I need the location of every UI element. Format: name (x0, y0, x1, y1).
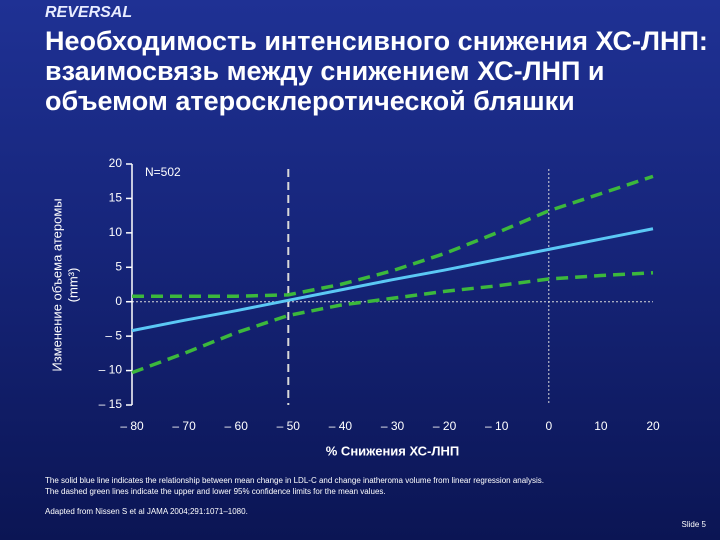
x-axis-label: % Снижения ХС-ЛНП (326, 443, 459, 458)
x-tick-label: – 20 (433, 419, 457, 433)
brand: REVERSAL (45, 4, 133, 21)
y-tick-label: 20 (109, 156, 123, 170)
y-tick-label: – 5 (105, 328, 122, 342)
y-tick-label: – 10 (99, 363, 123, 377)
x-tick-label: – 50 (277, 419, 301, 433)
note: The dashed green lines indicate the uppe… (45, 487, 386, 496)
x-tick-label: 10 (594, 419, 608, 433)
notes: The solid blue line indicates the relati… (45, 475, 685, 497)
y-axis-label: Изменение объема атеромы (49, 198, 64, 371)
x-tick-label: – 30 (381, 419, 405, 433)
x-tick-label: – 80 (120, 419, 144, 433)
note: The solid blue line indicates the relati… (45, 476, 544, 485)
y-tick-label: 15 (109, 191, 123, 205)
slide-title: Необходимость интенсивного снижения ХС-Л… (45, 26, 708, 116)
x-tick-label: 0 (545, 419, 552, 433)
annotation: N=502 (145, 165, 181, 179)
x-tick-label: – 60 (225, 419, 249, 433)
y-tick-label: 5 (115, 259, 122, 273)
series-line (131, 271, 654, 375)
slide-number: Slide 5 (681, 520, 706, 529)
x-tick-label: – 70 (172, 419, 196, 433)
series-line (131, 227, 654, 333)
source: Adapted from Nissen S et al JAMA 2004;29… (45, 507, 248, 516)
y-axis-label: (mm³) (65, 268, 80, 303)
y-tick-label: 10 (109, 225, 123, 239)
y-tick-label: – 15 (99, 397, 123, 411)
x-tick-label: – 40 (329, 419, 353, 433)
x-tick-label: – 10 (485, 419, 509, 433)
x-tick-label: 20 (646, 419, 660, 433)
y-tick-label: 0 (115, 294, 122, 308)
series-line (132, 174, 654, 298)
